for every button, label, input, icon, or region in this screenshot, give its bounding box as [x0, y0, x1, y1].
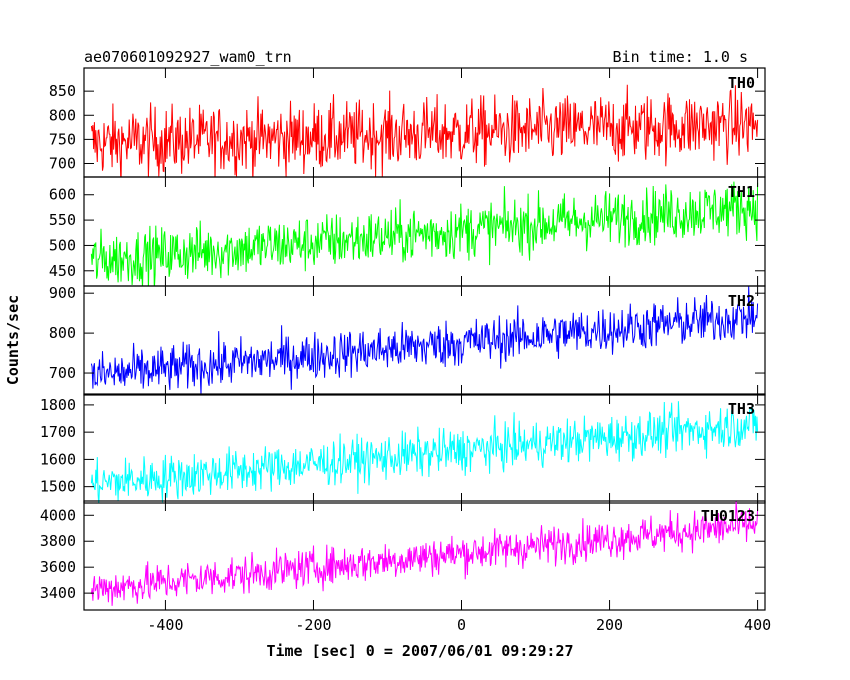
y-tick-label: 3800 [40, 532, 76, 550]
series-line-th0 [90, 84, 759, 177]
y-tick-label: 4000 [40, 506, 76, 524]
x-tick-label: -200 [295, 616, 331, 634]
panel-label: TH2 [728, 292, 755, 310]
panel-label: TH1 [728, 183, 755, 201]
x-tick-labels: -400 -200 0 200 400 [147, 616, 771, 634]
chart-title-left: ae070601092927_wam0_trn [84, 48, 292, 66]
x-tick-label: 0 [457, 616, 466, 634]
chart-title-right: Bin time: 1.0 s [613, 48, 748, 66]
panel-th1: 450 500 550 600 TH1 [49, 176, 766, 287]
panel-th0: 700 750 800 850 TH0 [49, 67, 766, 178]
y-tick-label: 1700 [40, 423, 76, 441]
panels-group: 700 750 800 850 TH0 450 500 550 600 TH1 700 800 900 T… [40, 67, 766, 611]
series-line-th2 [90, 286, 759, 395]
y-tick-label: 700 [49, 154, 76, 172]
y-tick-label: 700 [49, 364, 76, 382]
y-tick-label: 550 [49, 211, 76, 229]
panel-th2: 700 800 900 TH2 [49, 284, 766, 396]
y-tick-label: 1800 [40, 396, 76, 414]
x-tick-label: -400 [147, 616, 183, 634]
y-tick-label: 1600 [40, 450, 76, 468]
x-axis-label: Time [sec] 0 = 2007/06/01 09:29:27 [266, 642, 573, 660]
series-line-th3 [90, 401, 759, 503]
y-tick-label: 3400 [40, 584, 76, 602]
panel-label: TH0123 [701, 507, 755, 525]
panel-label: TH0 [728, 74, 755, 92]
series-line-th0123 [90, 501, 759, 606]
y-tick-label: 500 [49, 236, 76, 254]
panel-frame [83, 500, 766, 611]
y-tick-label: 600 [49, 186, 76, 204]
panel-frame [83, 393, 766, 504]
y-tick-label: 750 [49, 130, 76, 148]
y-tick-label: 450 [49, 262, 76, 280]
series-line-th1 [90, 181, 759, 286]
x-tick-label: 200 [596, 616, 623, 634]
y-tick-label: 900 [49, 284, 76, 302]
panel-th0123: 3400 3600 3800 4000 TH0123 [40, 500, 766, 611]
x-tick-label: 400 [744, 616, 771, 634]
panel-frame [83, 285, 766, 396]
panel-label: TH3 [728, 400, 755, 418]
y-axis-label: Counts/sec [4, 295, 22, 385]
y-tick-label: 850 [49, 82, 76, 100]
y-tick-label: 3600 [40, 558, 76, 576]
y-tick-label: 1500 [40, 478, 76, 496]
y-tick-label: 800 [49, 106, 76, 124]
y-tick-label: 800 [49, 324, 76, 342]
panel-th3: 1500 1600 1700 1800 TH3 [40, 393, 766, 504]
